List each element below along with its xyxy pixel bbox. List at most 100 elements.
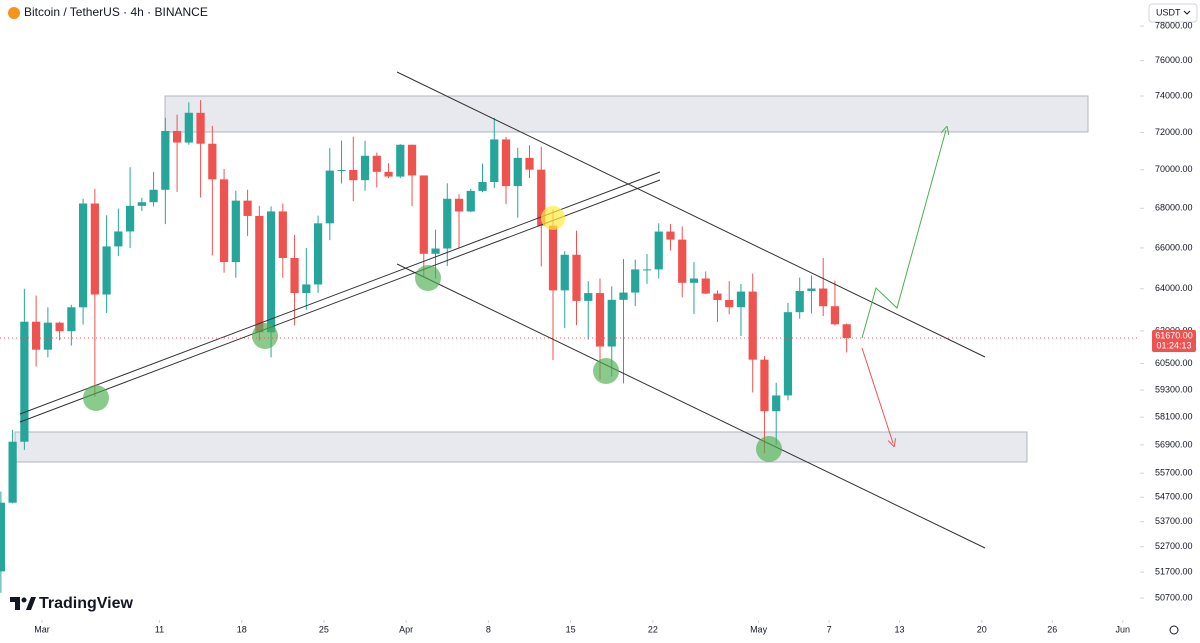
candle-body xyxy=(208,143,217,180)
candle-body xyxy=(325,170,334,224)
candle-body xyxy=(313,223,323,285)
candle-body xyxy=(431,248,440,254)
y-tick-label: 64000.00 xyxy=(1155,283,1193,293)
candle-body xyxy=(161,130,170,190)
candle-body xyxy=(102,246,111,295)
resistance-zone xyxy=(164,95,1089,133)
candle-body xyxy=(67,307,76,332)
candles xyxy=(0,100,851,593)
candle-body xyxy=(196,112,205,144)
currency-label[interactable]: USDT xyxy=(1156,7,1181,17)
bearish-path xyxy=(861,347,893,443)
candle-body xyxy=(32,321,41,350)
candle-body xyxy=(278,211,287,259)
candle-body xyxy=(501,139,511,187)
drawings xyxy=(19,71,986,549)
candle-body xyxy=(795,291,804,313)
candle-body xyxy=(584,293,593,301)
candle-body xyxy=(55,322,64,332)
breakdown-point xyxy=(541,206,565,230)
candle-body xyxy=(8,441,17,503)
candle-body xyxy=(689,278,699,283)
candle-body xyxy=(407,144,417,176)
candle-body xyxy=(572,254,581,301)
y-tick-label: 51700.00 xyxy=(1155,567,1193,577)
x-tick-label: 8 xyxy=(486,624,491,634)
candle-body xyxy=(783,312,793,396)
x-tick-label: 18 xyxy=(237,624,247,634)
candle-body xyxy=(125,205,135,232)
price-tag xyxy=(1152,330,1196,353)
candle-body xyxy=(372,155,381,172)
candle-body xyxy=(807,288,816,292)
candle-body xyxy=(701,278,710,294)
y-tick-label: 72000.00 xyxy=(1155,127,1193,137)
settings-icon[interactable] xyxy=(1169,625,1179,635)
price-tag-label: 61670.00 xyxy=(1155,330,1193,340)
x-tick-label: Jun xyxy=(1115,624,1130,634)
candle-body xyxy=(525,157,534,170)
candle-body xyxy=(137,202,146,206)
countdown: 01:24:13 xyxy=(1156,340,1191,350)
candle-body xyxy=(360,155,370,181)
watermark: TradingView xyxy=(10,595,134,612)
candle-body xyxy=(560,254,569,291)
candle-body xyxy=(478,181,487,191)
candle-body xyxy=(595,293,605,347)
candle-body xyxy=(266,211,276,333)
logo-mark xyxy=(26,597,36,610)
channel-lower xyxy=(396,263,986,549)
logo-mark xyxy=(10,597,20,610)
candle-body xyxy=(454,198,464,212)
candle-body xyxy=(396,144,405,177)
candle-body xyxy=(466,190,475,212)
candle-body xyxy=(302,284,311,294)
candle-body xyxy=(631,269,640,293)
candle-body xyxy=(678,239,687,283)
y-tick-label: 52700.00 xyxy=(1155,541,1193,551)
candle-body xyxy=(20,321,29,442)
candle-body xyxy=(384,171,393,177)
dropdown-icon[interactable] xyxy=(1183,10,1191,15)
touch-point xyxy=(756,436,782,462)
support-zone xyxy=(14,431,1028,463)
candle-body xyxy=(772,395,781,412)
candle-body xyxy=(725,300,734,308)
currency-select[interactable] xyxy=(1148,3,1198,23)
touch-point xyxy=(83,385,109,411)
y-tick-label: 78000.00 xyxy=(1155,21,1193,31)
candle-body xyxy=(114,231,123,247)
candle-body xyxy=(819,288,828,307)
x-tick-label: 20 xyxy=(977,624,987,634)
candle-body xyxy=(642,269,652,271)
y-tick-label: 53700.00 xyxy=(1155,516,1193,526)
x-tick-label: Mar xyxy=(34,624,50,634)
y-tick-label: 70000.00 xyxy=(1155,164,1193,174)
y-tick-label: 59300.00 xyxy=(1155,384,1193,394)
x-tick-label: 13 xyxy=(895,624,905,634)
candle-body xyxy=(184,112,193,143)
candle-body xyxy=(419,175,428,254)
x-tick-label: 15 xyxy=(566,624,576,634)
candle-body xyxy=(842,324,851,339)
candle-body xyxy=(736,291,746,308)
candle-body xyxy=(290,258,299,294)
candle-body xyxy=(90,203,99,295)
candle-body xyxy=(713,293,722,301)
axes: 78000.00 76000.00 74000.00 72000.00 70000.00… xyxy=(0,21,1196,634)
candle-body xyxy=(748,291,757,360)
candle-body xyxy=(548,225,558,291)
symbol-icon xyxy=(8,7,20,19)
candle-body xyxy=(149,189,158,203)
candle-body xyxy=(666,231,675,240)
y-tick-label: 56900.00 xyxy=(1155,439,1193,449)
candle-body xyxy=(760,359,769,412)
candle-body xyxy=(78,203,88,308)
candle-body xyxy=(537,169,546,226)
candle-body xyxy=(443,198,452,249)
y-tick-label: 74000.00 xyxy=(1155,90,1193,100)
bullish-path xyxy=(861,130,946,339)
candle-body xyxy=(607,299,616,347)
